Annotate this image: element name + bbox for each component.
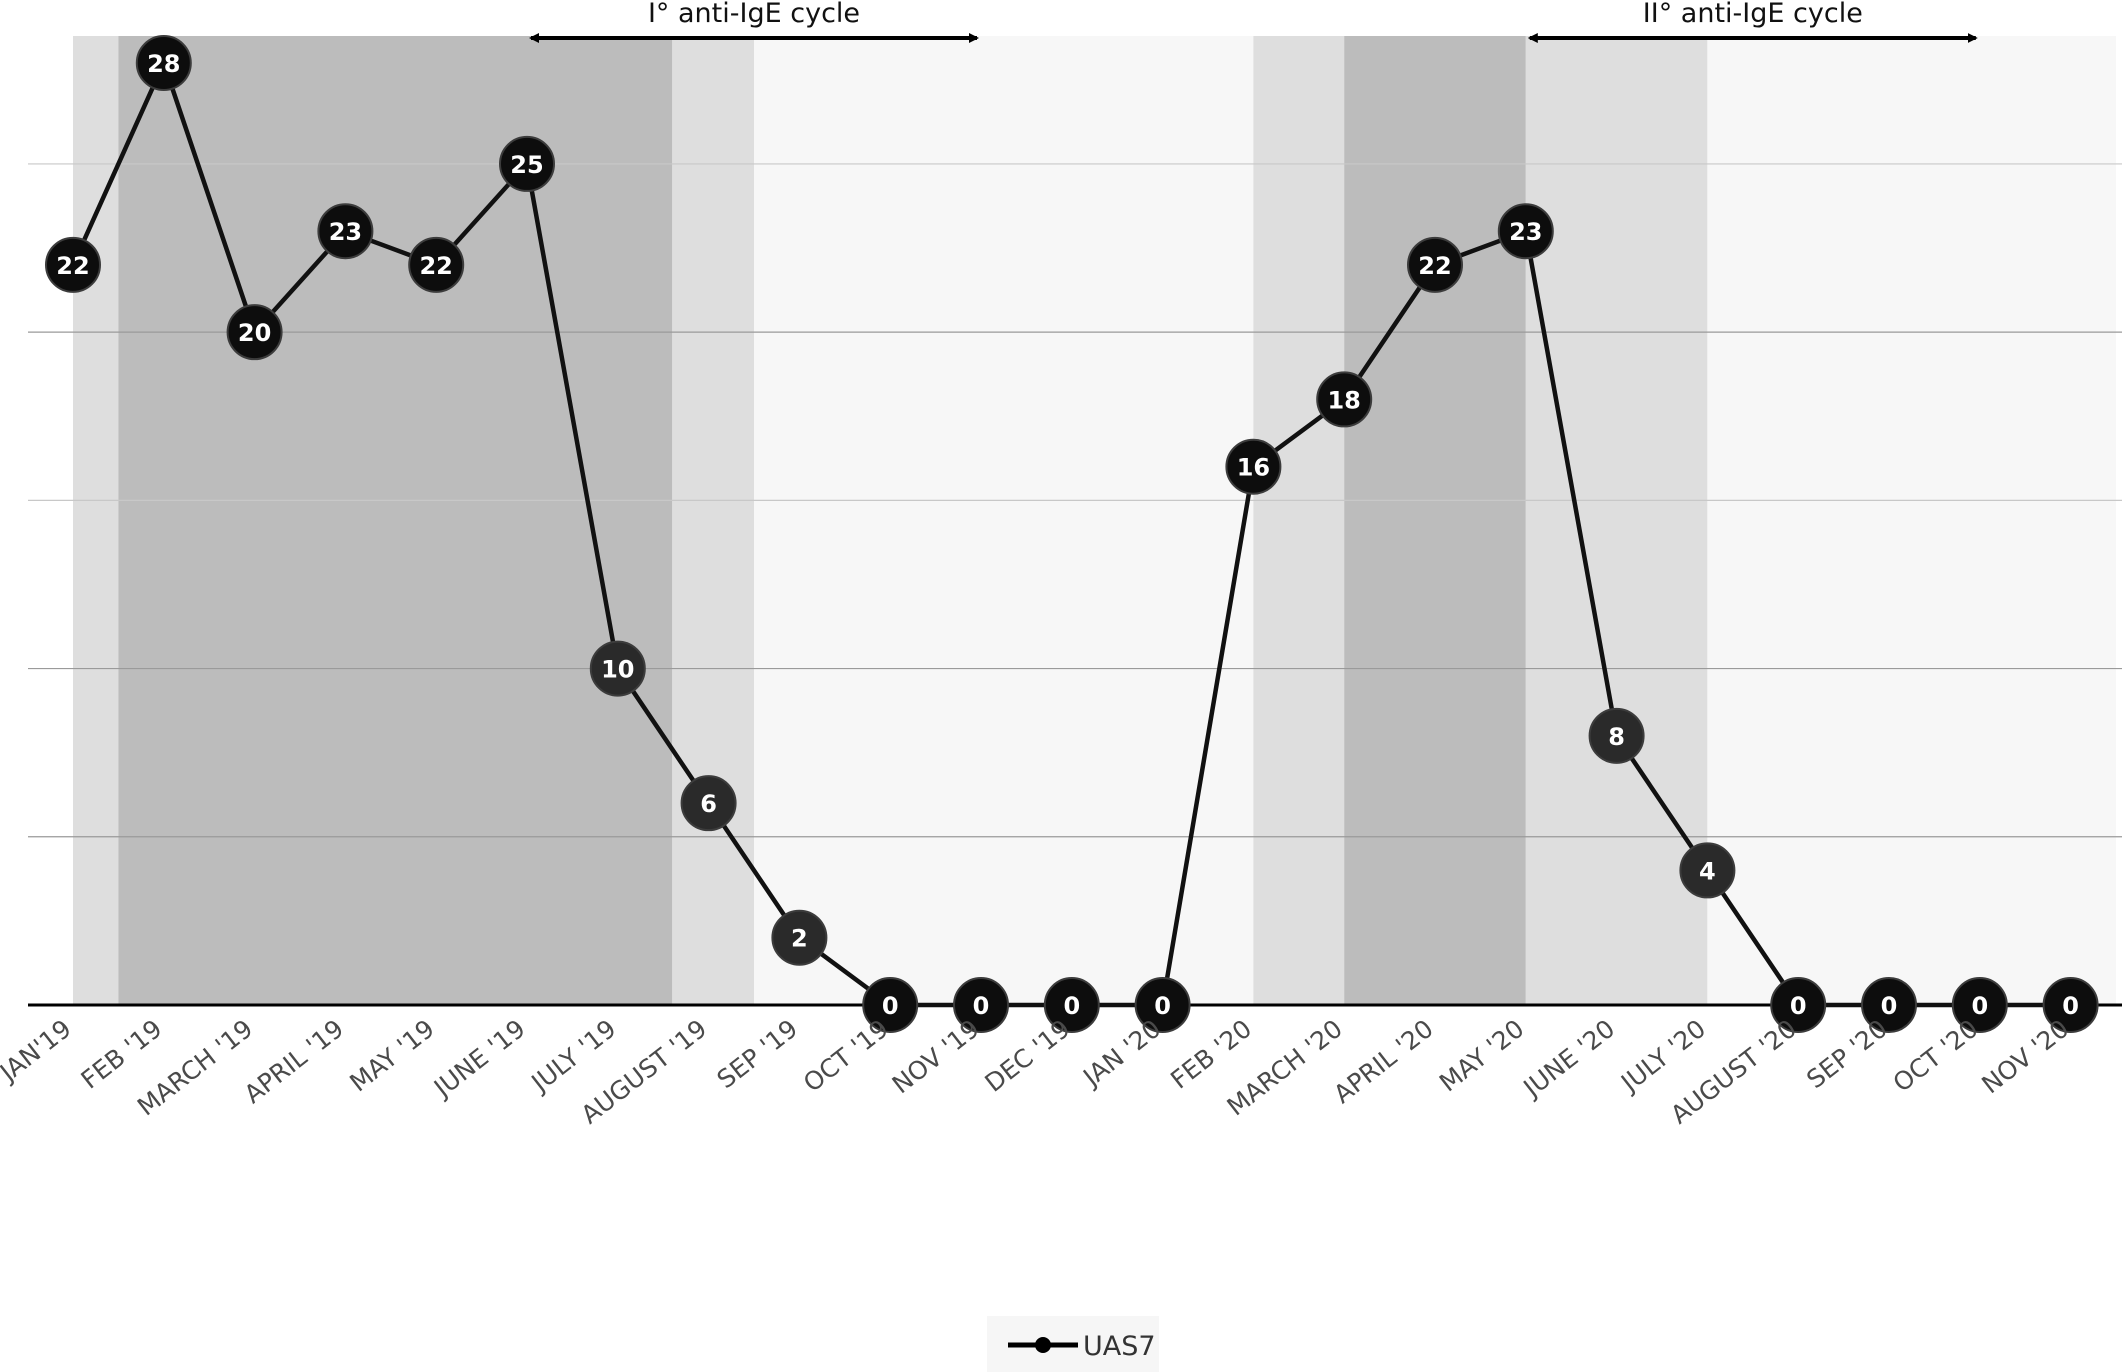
x-tick-label-1: JAN'19 [0,1014,77,1088]
data-point-7 [589,640,646,697]
shaded-band-1 [73,36,119,1005]
data-point-18 [1588,707,1645,764]
data-point-16 [1407,236,1463,293]
data-point-6 [499,135,555,192]
x-tick-label-16: APRIL '20 [1328,1014,1438,1109]
data-label-9: 2 [791,925,808,953]
data-point-15 [1316,371,1373,428]
data-label-21: 0 [1881,992,1898,1020]
data-label-12: 0 [1063,992,1080,1020]
shaded-band-5 [1253,36,1345,1005]
data-point-11 [953,977,1009,1033]
cycle-label-2: II° anti-IgE cycle [1643,0,1863,29]
data-point-23 [2042,977,2099,1033]
treatment-cycles: I° anti-IgE cycle II° anti-IgE cycle [529,0,1978,43]
data-label-15: 18 [1327,386,1360,414]
data-point-1 [45,236,101,293]
data-point-3 [226,304,283,361]
data-point-9 [771,909,828,966]
data-point-20 [1770,977,1827,1033]
data-point-4 [317,203,374,260]
data-label-7: 10 [601,656,634,684]
data-point-8 [680,775,737,832]
data-label-8: 6 [700,790,717,818]
data-point-13 [1134,977,1191,1033]
gridlines [28,163,2122,838]
shaded-band-3 [672,36,754,1005]
data-label-3: 20 [238,319,271,347]
data-label-19: 4 [1699,857,1716,885]
shaded-bands [73,36,2116,1005]
x-tick-label-17: MAY '20 [1434,1014,1530,1098]
data-label-23: 0 [2062,992,2079,1020]
x-tick-label-10: OCT '19 [798,1014,894,1098]
shaded-band-7 [1525,36,1708,1005]
data-label-18: 8 [1608,723,1625,751]
shaded-band-8 [1707,36,2116,1005]
data-point-21 [1861,977,1917,1033]
data-label-10: 0 [882,992,899,1020]
data-label-11: 0 [973,992,990,1020]
data-label-4: 23 [329,218,362,246]
data-label-13: 0 [1154,992,1171,1020]
x-tick-label-18: JUNE '20 [1517,1014,1621,1104]
data-label-5: 22 [419,252,452,280]
shaded-band-6 [1344,36,1526,1005]
x-tick-label-9: SEP '19 [712,1014,803,1094]
data-point-22 [1951,977,2008,1033]
x-tick-label-5: MAY '19 [344,1014,440,1098]
legend: UAS7 [987,1316,1159,1372]
data-point-2 [135,35,192,91]
data-label-17: 23 [1509,218,1542,246]
data-point-17 [1497,203,1554,260]
data-label-14: 16 [1237,454,1270,482]
data-label-20: 0 [1790,992,1807,1020]
data-label-6: 25 [510,151,543,179]
legend-marker-swatch [1035,1337,1051,1353]
data-label-2: 28 [147,50,180,78]
data-point-19 [1679,842,1736,899]
data-point-12 [1043,977,1100,1033]
x-tick-label-4: APRIL '19 [239,1014,349,1109]
x-tick-label-6: JUNE '19 [427,1014,531,1104]
cycle-label-1: I° anti-IgE cycle [648,0,860,29]
data-point-14 [1225,438,1282,495]
data-label-1: 22 [56,252,89,280]
data-point-10 [862,977,919,1033]
shaded-band-4 [754,36,1254,1005]
data-label-16: 22 [1418,252,1451,280]
data-point-5 [408,236,465,293]
data-label-22: 0 [1971,992,1988,1020]
legend-label-uas7: UAS7 [1083,1331,1156,1362]
